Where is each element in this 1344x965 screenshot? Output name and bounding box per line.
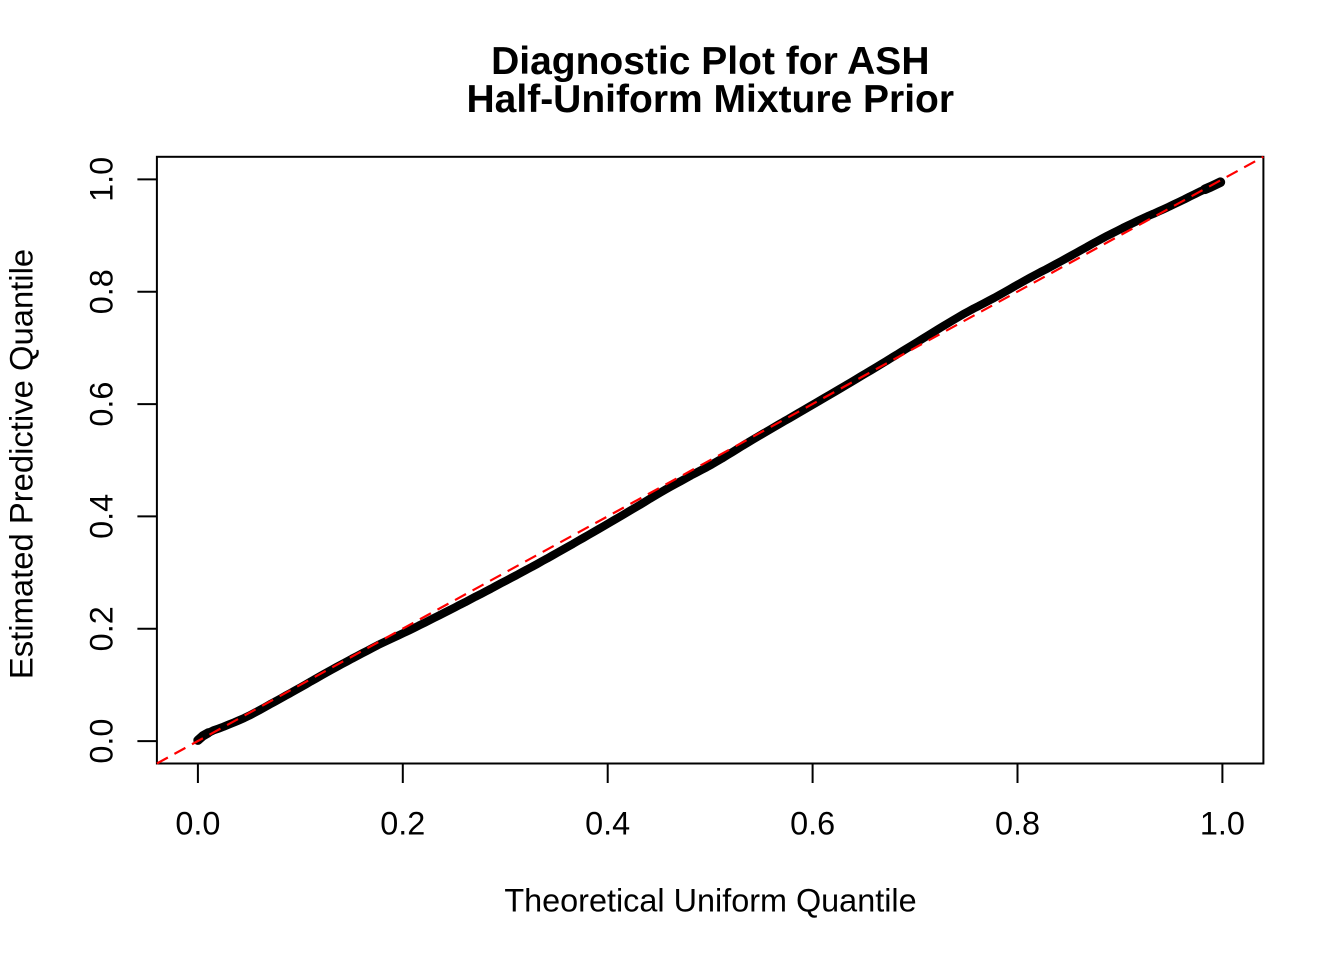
svg-text:0.6: 0.6	[790, 806, 835, 842]
svg-text:0.0: 0.0	[84, 719, 120, 764]
svg-text:0.2: 0.2	[84, 606, 120, 651]
svg-text:0.8: 0.8	[84, 269, 120, 314]
svg-text:Half-Uniform Mixture Prior: Half-Uniform Mixture Prior	[467, 78, 955, 121]
svg-text:1.0: 1.0	[84, 157, 120, 202]
svg-text:0.6: 0.6	[84, 382, 120, 427]
svg-text:Theoretical Uniform Quantile: Theoretical Uniform Quantile	[504, 883, 916, 919]
svg-text:0.0: 0.0	[175, 806, 220, 842]
svg-text:0.4: 0.4	[84, 494, 120, 539]
svg-text:0.4: 0.4	[585, 806, 630, 842]
svg-text:0.2: 0.2	[380, 806, 425, 842]
svg-text:1.0: 1.0	[1200, 806, 1245, 842]
svg-text:Estimated Predictive Quantile: Estimated Predictive Quantile	[3, 249, 40, 679]
svg-text:0.8: 0.8	[995, 806, 1040, 842]
svg-text:Diagnostic Plot for ASH: Diagnostic Plot for ASH	[491, 40, 929, 83]
